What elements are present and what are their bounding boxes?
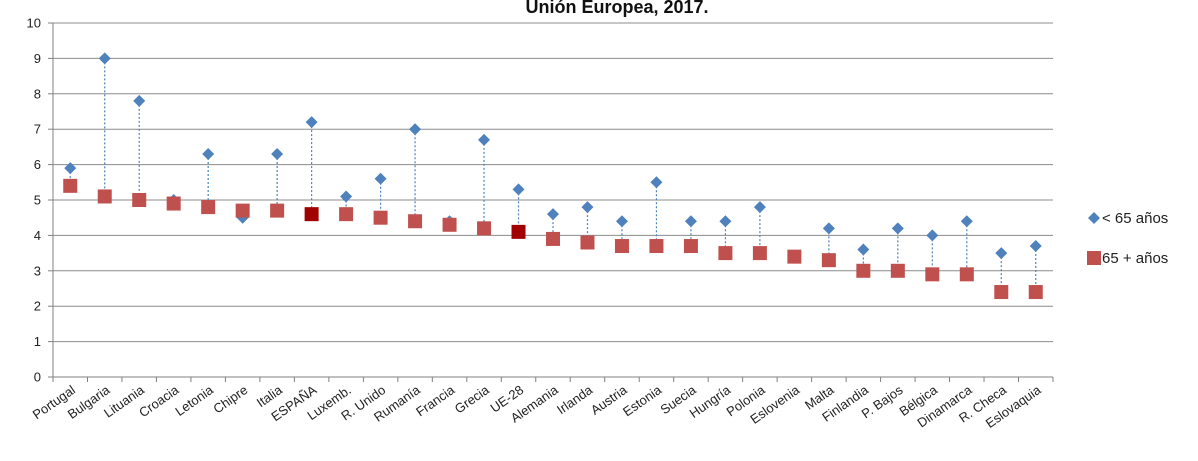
point-under-65 [547, 208, 559, 221]
point-65-plus [856, 263, 871, 278]
x-category-label: Croacia [136, 382, 182, 420]
y-tick-label: 6 [34, 157, 41, 172]
point-under-65 [305, 116, 318, 129]
point-under-65 [374, 172, 387, 185]
point-65-plus [994, 285, 1009, 300]
point-65-plus [890, 263, 905, 278]
connector-lines [69, 58, 1037, 293]
y-tick-label: 3 [34, 263, 41, 278]
point-65-plus [270, 203, 285, 218]
x-category-label: Grecia [452, 382, 493, 417]
point-65-plus [201, 200, 216, 215]
point-under-65 [409, 123, 422, 136]
point-65-plus [97, 189, 112, 204]
x-category-label: Letonia [172, 382, 216, 419]
point-under-65 [478, 133, 491, 146]
legend: < 65 años 65 + años [1087, 210, 1168, 267]
legend-item-65-plus: 65 + años [1087, 250, 1168, 267]
point-under-65 [960, 215, 973, 228]
legend-item-under-65: < 65 años [1088, 210, 1168, 227]
y-tick-label: 2 [34, 299, 41, 314]
point-under-65 [650, 176, 663, 189]
point-65-plus [959, 267, 974, 282]
point-65-plus [614, 239, 629, 254]
point-65-plus [235, 203, 250, 218]
point-65-plus [718, 246, 733, 261]
x-category-label: Francia [413, 382, 458, 420]
point-under-65 [719, 215, 732, 228]
point-65-plus [683, 239, 698, 254]
point-65-plus [373, 210, 388, 225]
point-under-65 [64, 162, 77, 175]
legend-marker-diamond [1088, 212, 1100, 224]
point-under-65 [891, 222, 904, 235]
x-category-label: Chipre [210, 382, 250, 416]
point-under-65 [512, 183, 525, 196]
point-65-plus [511, 224, 526, 239]
point-65-plus [821, 253, 836, 268]
series-under-65 [64, 52, 1042, 263]
point-under-65 [202, 147, 215, 160]
point-65-plus [1028, 285, 1043, 300]
legend-label: 65 + años [1102, 250, 1168, 267]
point-under-65 [133, 94, 146, 107]
point-under-65 [926, 229, 939, 242]
point-65-plus [477, 221, 492, 236]
y-tick-label: 0 [34, 370, 41, 385]
point-65-plus [752, 246, 767, 261]
point-under-65 [581, 201, 594, 214]
point-under-65 [822, 222, 835, 235]
point-under-65 [1029, 240, 1042, 253]
y-tick-label: 9 [34, 51, 41, 66]
point-under-65 [753, 201, 766, 214]
x-category-label: Irlanda [554, 382, 596, 418]
point-under-65 [340, 190, 353, 203]
point-65-plus [649, 239, 664, 254]
point-65-plus [304, 207, 319, 222]
point-under-65 [995, 247, 1008, 260]
y-tick-label: 8 [34, 86, 41, 101]
y-tick-label: 10 [27, 16, 41, 31]
chart-title: Unión Europea, 2017. [525, 0, 708, 17]
point-65-plus [546, 231, 560, 246]
x-category-label: Estonia [620, 382, 665, 420]
point-65-plus [787, 249, 802, 264]
point-65-plus [408, 214, 423, 229]
y-tick-label: 7 [34, 122, 41, 137]
point-under-65 [857, 243, 870, 256]
point-under-65 [684, 215, 697, 228]
point-under-65 [271, 147, 284, 160]
y-tick-label: 5 [34, 193, 41, 208]
y-axis: 0 1 2 3 4 5 6 7 8 9 10 [27, 16, 54, 385]
legend-marker-square [1087, 251, 1101, 265]
point-65-plus [925, 267, 940, 282]
legend-label: < 65 años [1102, 210, 1168, 227]
point-65-plus [442, 217, 457, 232]
x-axis: PortugalBulgariaLituaniaCroaciaLetoniaCh… [30, 377, 1054, 431]
point-65-plus [132, 193, 147, 207]
y-tick-label: 4 [34, 228, 41, 243]
gridlines [53, 22, 1053, 378]
y-tick-label: 1 [34, 334, 41, 349]
point-65-plus [166, 196, 181, 211]
point-under-65 [615, 215, 628, 228]
point-under-65 [98, 52, 111, 65]
point-65-plus [63, 178, 78, 193]
point-65-plus [339, 207, 354, 222]
point-65-plus [580, 235, 595, 250]
series-65-plus [63, 178, 1043, 300]
